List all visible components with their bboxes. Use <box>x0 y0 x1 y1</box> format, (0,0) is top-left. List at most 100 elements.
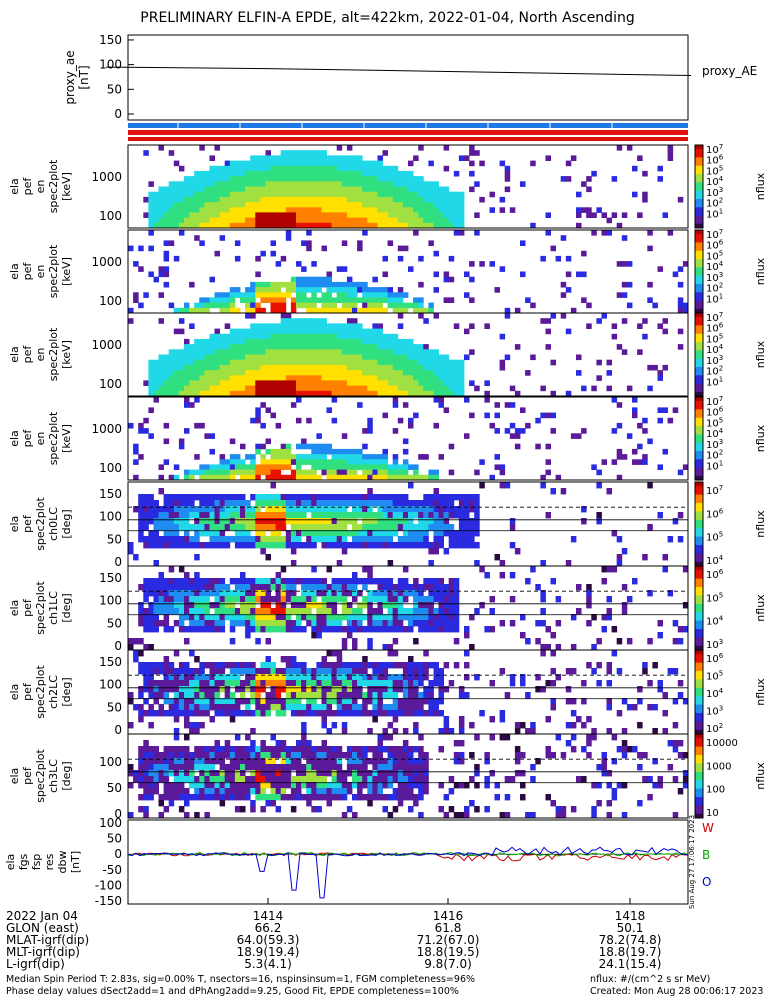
spectrogram-cell <box>387 542 394 549</box>
spectrogram-cell <box>240 222 246 229</box>
spectrogram-cell <box>204 349 210 355</box>
spectrogram-cell <box>285 390 292 397</box>
spectrogram-cell <box>341 728 348 735</box>
spectrogram-cell <box>270 297 276 303</box>
spectrogram-cell <box>296 261 302 267</box>
spectrogram-cell <box>214 506 220 513</box>
spectrogram-cell <box>275 512 282 519</box>
spectrogram-cell <box>275 459 282 465</box>
spectrogram-cell <box>321 710 327 717</box>
spectrogram-cell <box>402 375 409 381</box>
spectrogram-cell <box>382 782 388 789</box>
spectrogram-cell <box>168 788 175 795</box>
spectrogram-cell <box>652 662 658 669</box>
spectrogram-cell <box>178 566 185 573</box>
spectrogram-cell <box>402 217 409 224</box>
spectrogram-cell <box>204 302 210 309</box>
spectrogram-cell <box>280 512 287 519</box>
spectrogram-cell <box>270 448 276 455</box>
spectrogram-cell <box>484 752 490 759</box>
spectrogram-cell <box>311 512 317 519</box>
spectrogram-cell <box>367 626 373 633</box>
spectrogram-cell <box>397 323 404 329</box>
spectrogram-cell <box>214 674 220 681</box>
spectrogram-cell <box>168 380 175 386</box>
spectrogram-cell <box>280 518 287 525</box>
spectrogram-cell <box>229 390 236 397</box>
spectrogram-cell <box>484 806 490 813</box>
colorbar-segment <box>695 616 703 622</box>
spectrogram-cell <box>367 359 373 366</box>
spectrogram-cell <box>301 782 307 789</box>
spectrogram-cell <box>453 590 460 597</box>
spectrogram-cell <box>367 596 373 603</box>
spectrogram-cell <box>178 764 185 771</box>
spectrogram-cell <box>377 530 383 537</box>
spectrogram-cell <box>372 176 378 182</box>
spectrogram-cell <box>418 297 424 303</box>
spectrogram-cell <box>280 794 287 801</box>
spectrogram-cell <box>199 380 205 386</box>
spectrogram-cell <box>163 518 170 525</box>
spectrogram-cell <box>128 548 134 555</box>
spectrogram-cell <box>341 222 348 229</box>
spectrogram-cell <box>265 385 271 392</box>
spectrogram-cell <box>290 364 297 371</box>
spectrogram-cell <box>392 217 399 224</box>
spectrogram-cell <box>143 428 149 434</box>
spectrogram-cell <box>408 788 414 795</box>
spectrogram-cell <box>428 307 434 314</box>
spectrogram-cell <box>341 297 348 303</box>
spectrogram-cell <box>250 698 256 705</box>
colorbar-segment <box>695 409 703 415</box>
spectrogram-cell <box>372 385 378 392</box>
spectrogram-cell <box>326 794 332 801</box>
spectrogram-cell <box>341 380 348 386</box>
spectrogram-cell <box>418 704 424 711</box>
spectrogram-cell <box>321 596 327 603</box>
spectrogram-cell <box>240 776 246 783</box>
spectrogram-cell <box>306 542 312 549</box>
spectrogram-cell <box>265 674 271 681</box>
spectrogram-cell <box>357 614 363 621</box>
spectrogram-cell <box>148 626 154 633</box>
spectrogram-cell <box>153 692 159 699</box>
spectrogram-cell <box>153 518 159 525</box>
spectrogram-cell <box>397 313 404 319</box>
spectrogram-cell <box>336 686 343 693</box>
colorbar-segment <box>695 391 703 397</box>
spectrogram-cell <box>443 506 450 513</box>
spectrogram-cell <box>234 191 241 198</box>
spectrogram-cell <box>367 566 373 573</box>
spectrogram-cell <box>168 680 175 687</box>
spectrogram-cell <box>367 297 373 303</box>
spectrogram-cell <box>178 370 185 376</box>
spectrogram-cell <box>438 212 444 218</box>
spectrogram-cell <box>306 506 312 513</box>
spectrogram-cell <box>565 255 572 262</box>
spectrogram-cell <box>331 500 338 507</box>
spectrogram-cell <box>240 328 246 335</box>
spectrogram-cell <box>677 692 684 699</box>
spectrogram-cell <box>484 390 490 397</box>
spectrogram-cell <box>270 454 276 460</box>
spectrogram-cell <box>265 794 271 801</box>
spectrogram-cell <box>357 202 363 208</box>
spectrogram-cell <box>306 680 312 687</box>
spectrogram-cell <box>255 794 261 801</box>
spectrogram-cell <box>535 584 541 591</box>
spectrogram-cell <box>321 764 327 771</box>
spectrogram-cell <box>194 202 200 208</box>
spectrogram-cell <box>275 770 282 777</box>
spectrogram-cell <box>443 614 450 621</box>
spectrogram-cell <box>408 160 414 167</box>
spectrogram-cell <box>311 764 317 771</box>
spectrogram-cell <box>321 385 327 392</box>
spectrogram-cell <box>499 333 506 340</box>
spectrogram-cell <box>301 380 307 386</box>
spectrogram-cell <box>194 764 200 771</box>
spectrogram-cell <box>199 794 205 801</box>
spectrogram-cell <box>229 354 236 361</box>
spectrogram-cell <box>214 680 220 687</box>
spectrogram-cell <box>352 191 358 198</box>
